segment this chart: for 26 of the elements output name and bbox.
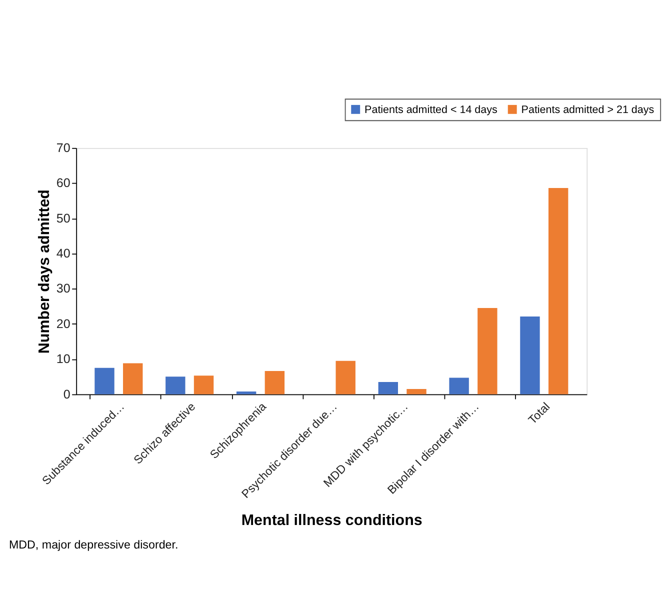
bar bbox=[406, 388, 426, 394]
x-axis-title: Mental illness conditions bbox=[241, 512, 422, 529]
bar bbox=[520, 316, 540, 394]
y-tick-label: 70 bbox=[56, 140, 70, 155]
y-tick-label: 40 bbox=[56, 246, 70, 261]
y-axis-title: Number days admitted bbox=[36, 190, 54, 354]
legend-label: Patients admitted > 21 days bbox=[521, 104, 654, 116]
bar bbox=[478, 308, 498, 394]
bar bbox=[548, 188, 568, 394]
y-tick-label: 60 bbox=[56, 176, 70, 190]
bar bbox=[378, 382, 398, 394]
bar bbox=[236, 391, 256, 394]
y-tick-label: 20 bbox=[56, 316, 70, 331]
bar bbox=[336, 360, 356, 394]
y-tick-label: 10 bbox=[56, 352, 70, 366]
text: MDD, major depressive disorder. bbox=[8, 538, 178, 552]
bar bbox=[123, 363, 143, 394]
y-tick-label: 50 bbox=[56, 211, 70, 226]
bar bbox=[94, 368, 114, 394]
bar bbox=[194, 376, 214, 394]
y-tick-label: 0 bbox=[63, 387, 70, 402]
bar bbox=[166, 376, 186, 394]
y-tick-label: 30 bbox=[56, 282, 70, 296]
bar bbox=[449, 378, 469, 394]
legend-label: Patients admitted < 14 days bbox=[364, 104, 498, 116]
bar bbox=[264, 371, 285, 394]
